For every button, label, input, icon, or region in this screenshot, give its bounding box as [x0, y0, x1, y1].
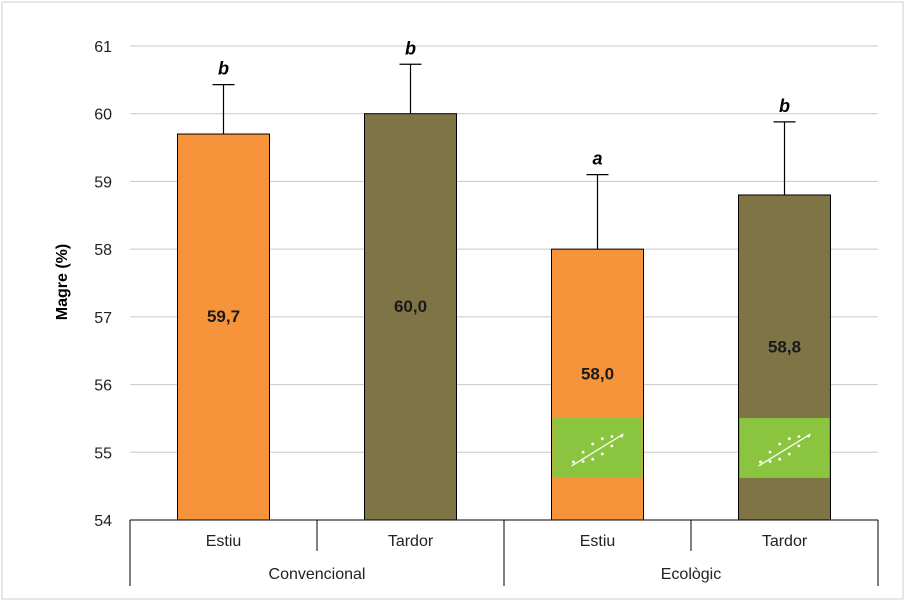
eu-organic-logo: [552, 418, 643, 478]
y-tick-label: 58: [94, 242, 112, 259]
bar: [551, 248, 644, 521]
bar-value-label: 59,7: [207, 307, 240, 326]
x-category-label: Estiu: [580, 533, 616, 550]
x-category-label: Estiu: [206, 533, 242, 550]
significance-letter: b: [405, 38, 416, 58]
y-tick-label: 56: [94, 378, 112, 395]
y-tick-label: 61: [94, 39, 112, 56]
x-group-label: Ecològic: [661, 566, 721, 583]
x-category-label: Tardor: [388, 533, 434, 550]
y-axis-label: Magre (%): [54, 244, 71, 320]
significance-letter: b: [779, 96, 790, 116]
bar-value-label: 58,8: [768, 337, 801, 356]
y-tick-label: 54: [94, 513, 112, 530]
bar-value-label: 58,0: [581, 365, 614, 384]
bar: [177, 133, 270, 521]
bar-value-label: 60,0: [394, 297, 427, 316]
eu-organic-logo: [739, 418, 830, 478]
y-tick-label: 59: [94, 174, 112, 191]
x-group-label: Convencional: [269, 566, 366, 583]
y-tick-label: 55: [94, 445, 112, 462]
significance-letter: a: [592, 149, 602, 169]
x-category-label: Tardor: [762, 533, 808, 550]
bar: [364, 113, 457, 521]
y-tick-label: 57: [94, 310, 112, 327]
y-tick-label: 60: [94, 107, 112, 124]
significance-letter: b: [218, 59, 229, 79]
